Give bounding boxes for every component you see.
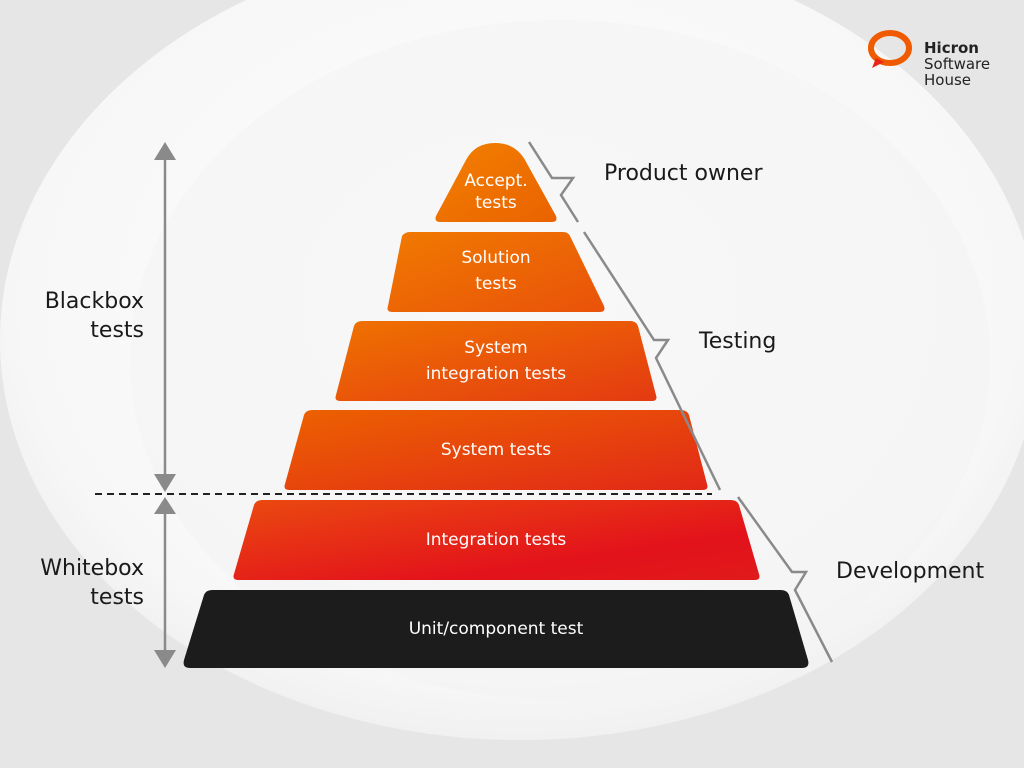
layer-label-line: System [464,338,528,358]
development-label: Development [836,559,985,584]
layer-solution-tests [387,232,605,312]
whitebox-tests-label: Whitebox tests [36,554,144,612]
logo-line-2: Software [924,55,991,73]
layer-label-line: tests [475,193,517,213]
layer-system-integration-tests [335,321,657,401]
hicron-logo-icon [868,30,912,68]
layer-system-tests [284,410,708,490]
unit-component-test-label: Unit/component test [408,619,584,639]
whitebox-line-1: Whitebox [40,556,144,581]
testing-label: Testing [699,329,777,354]
blackbox-line-1: Blackbox [44,289,144,314]
solution-tests-label: Solution tests [346,245,646,297]
whitebox-range-arrow [154,497,176,668]
logo-line-3: House [924,71,972,89]
layer-label-line: Accept. [464,171,528,191]
layer-unit-component-test [183,590,809,668]
acceptance-tests-label: Accept. tests [346,170,646,214]
blackbox-tests-label: Blackbox tests [42,287,144,345]
layer-label-line: integration tests [425,364,567,384]
product-owner-label: Product owner [604,161,763,186]
blackbox-range-arrow [154,142,176,492]
system-tests-label: System tests [440,440,552,460]
layer-acceptance-tests [435,143,557,222]
system-integration-tests-label: System integration tests [346,335,646,387]
logo-text: Hicron Software House [924,40,990,88]
product-owner-bracket [527,141,580,223]
logo-line-1: Hicron [924,39,979,57]
whitebox-line-2: tests [90,585,144,610]
blackbox-line-2: tests [90,318,144,343]
layer-label-line: tests [475,274,517,294]
layer-label-line: Solution [461,248,531,268]
testing-bracket [582,231,722,491]
integration-tests-label: Integration tests [425,530,567,550]
layer-integration-tests [233,500,760,580]
development-bracket [736,496,834,663]
